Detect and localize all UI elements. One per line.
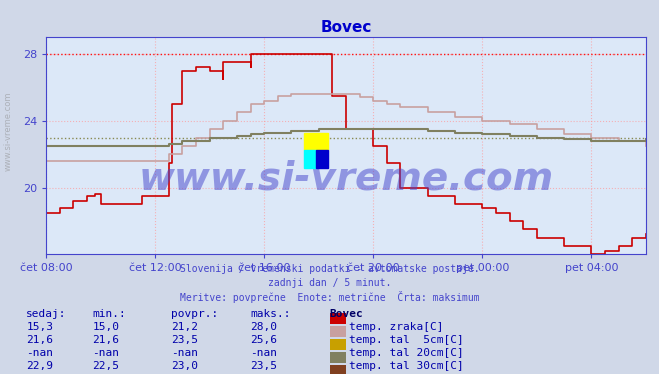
Text: 21,2: 21,2 — [171, 322, 198, 332]
Text: zadnji dan / 5 minut.: zadnji dan / 5 minut. — [268, 278, 391, 288]
Text: 21,6: 21,6 — [26, 335, 53, 345]
Text: -nan: -nan — [26, 348, 53, 358]
Text: 23,5: 23,5 — [171, 335, 198, 345]
Text: www.si-vreme.com: www.si-vreme.com — [138, 159, 554, 197]
Bar — [304, 133, 328, 150]
Text: temp. tal 30cm[C]: temp. tal 30cm[C] — [349, 361, 464, 371]
Text: 15,3: 15,3 — [26, 322, 53, 332]
Text: Bovec: Bovec — [330, 309, 363, 319]
Text: -nan: -nan — [171, 348, 198, 358]
Text: povpr.:: povpr.: — [171, 309, 219, 319]
Text: -nan: -nan — [92, 348, 119, 358]
Text: Slovenija / vremenski podatki - avtomatske postaje.: Slovenija / vremenski podatki - avtomats… — [180, 264, 479, 274]
Text: 21,6: 21,6 — [92, 335, 119, 345]
Text: 22,9: 22,9 — [26, 361, 53, 371]
Text: 15,0: 15,0 — [92, 322, 119, 332]
Text: temp. zraka[C]: temp. zraka[C] — [349, 322, 444, 332]
Text: -nan: -nan — [250, 348, 277, 358]
Text: 22,5: 22,5 — [92, 361, 119, 371]
Text: 23,5: 23,5 — [250, 361, 277, 371]
Text: temp. tal 20cm[C]: temp. tal 20cm[C] — [349, 348, 464, 358]
Text: sedaj:: sedaj: — [26, 309, 67, 319]
Text: 23,0: 23,0 — [171, 361, 198, 371]
Text: Meritve: povprečne  Enote: metrične  Črta: maksimum: Meritve: povprečne Enote: metrične Črta:… — [180, 291, 479, 303]
Title: Bovec: Bovec — [320, 20, 372, 35]
Text: min.:: min.: — [92, 309, 126, 319]
Text: temp. tal  5cm[C]: temp. tal 5cm[C] — [349, 335, 464, 345]
Text: 28,0: 28,0 — [250, 322, 277, 332]
Text: 25,6: 25,6 — [250, 335, 277, 345]
Text: www.si-vreme.com: www.si-vreme.com — [3, 91, 13, 171]
Bar — [304, 150, 316, 168]
Bar — [316, 150, 328, 168]
Text: maks.:: maks.: — [250, 309, 291, 319]
